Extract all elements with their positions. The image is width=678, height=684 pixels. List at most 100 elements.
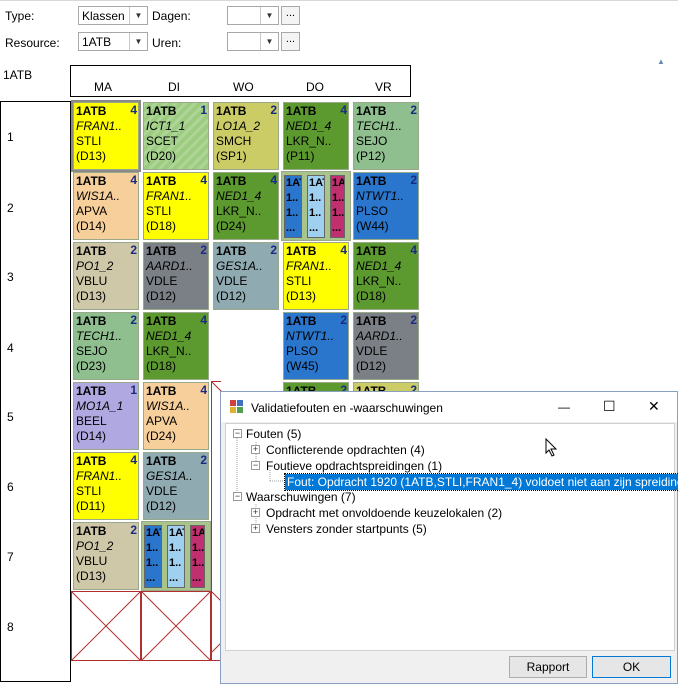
lesson-cell[interactable]: 1ATB 1 MO1A_1 BEEL (D14) [71, 381, 141, 451]
collapse-icon[interactable]: − [251, 460, 260, 470]
rapport-button[interactable]: Rapport [509, 656, 587, 678]
chevron-down-icon[interactable]: ▼ [129, 7, 147, 24]
uren-ellipsis-button[interactable]: ... [281, 32, 300, 51]
lesson-cell[interactable]: 1ATB 4 NED1_4 LKR_N.. (D24) [211, 171, 281, 241]
lesson-card[interactable]: 1ATB 2 NTWT1.. PLSO (W45) [283, 312, 349, 380]
tree-node-fout-item[interactable]: Fout: Opdracht 1920 (1ATB,STLI,FRAN1_4) … [284, 473, 678, 491]
lesson-card[interactable]: 1ATB 1 ICT1_1 SCET (D20) [143, 102, 209, 170]
collapse-icon[interactable]: − [233, 428, 242, 438]
expand-icon[interactable]: + [251, 507, 260, 517]
split-lesson-part[interactable]: 1ATB 1.. 1..... [330, 175, 345, 238]
lesson-card[interactable]: 1ATB 4 WIS1A.. APVA (D24) [143, 382, 209, 450]
minimize-icon[interactable]: — [558, 400, 570, 414]
lesson-card[interactable]: 1ATB 4 NED1_4 LKR_N.. (D18) [143, 312, 209, 380]
tree-node-foutieve[interactable]: Foutieve opdrachtspreidingen (1) [266, 459, 443, 473]
lesson-cell[interactable]: 1ATB 4 FRAN1.. STLI (D13) [71, 100, 141, 172]
lesson-cell[interactable]: 1ATB 2 PO1_2 VBLU (D13) [71, 241, 141, 311]
tree-node-fouten[interactable]: Fouten (5) [246, 427, 302, 441]
lesson-card[interactable]: 1ATB 2 [353, 382, 419, 391]
tree-node-vensters[interactable]: Vensters zonder startpunts (5) [266, 522, 427, 536]
lesson-card[interactable]: 1ATB 1 MO1A_1 BEEL (D14) [73, 382, 139, 450]
split-lesson-part[interactable]: 1ATB 1.. 1..... [284, 175, 302, 238]
lesson-cell[interactable]: 1ATB 4 NED1_4 LKR_N.. (D18) [141, 311, 211, 381]
lesson-count: 2 [340, 313, 347, 327]
lesson-cell[interactable]: 1ATB 2 TECH1.. SEJO (D23) [71, 311, 141, 381]
dagen-ellipsis-button[interactable]: ... [281, 6, 300, 25]
split-lesson-cell[interactable]: 1ATB 1.. 1..... 1ATB 1.. 1..... 1ATB 1.. 1..... [141, 521, 211, 591]
lesson-card[interactable]: 1ATB 2 PO1_2 VBLU (D13) [73, 522, 139, 590]
lesson-card[interactable]: 1ATB 2 [283, 382, 349, 391]
split-lesson-part[interactable]: 1ATB 1.. 1..... [190, 525, 205, 588]
lesson-teacher: VDLE [356, 344, 388, 358]
lesson-cell[interactable]: 1ATB 4 WIS1A.. APVA (D24) [141, 381, 211, 451]
split-lesson-text: 1ATB [192, 527, 205, 539]
uren-combo[interactable]: ▼ [227, 32, 279, 51]
lesson-cell[interactable]: 1ATB 4 FRAN1.. STLI (D18) [141, 171, 211, 241]
lesson-card[interactable]: 1ATB 4 NED1_4 LKR_N.. (P11) [283, 102, 349, 170]
tree-node-conflict[interactable]: Conflicterende opdrachten (4) [266, 443, 425, 457]
dialog-titlebar[interactable]: Validatiefouten en -waarschuwingen — ☐ ✕ [221, 392, 677, 422]
lesson-cell[interactable]: 1ATB 4 FRAN1.. STLI (D11) [71, 451, 141, 521]
lesson-course: GES1A.. [216, 259, 263, 273]
lesson-cell[interactable]: 1ATB 1 ICT1_1 SCET (D20) [141, 101, 211, 171]
lesson-cell[interactable]: 1ATB 4 WIS1A.. APVA (D14) [71, 171, 141, 241]
lesson-card[interactable]: 1ATB 2 TECH1.. SEJO (P12) [353, 102, 419, 170]
lesson-card[interactable]: 1ATB 4 FRAN1.. STLI (D18) [143, 172, 209, 240]
split-lesson-part[interactable]: 1ATB 1.. 1..... [307, 175, 325, 238]
empty-slot[interactable] [141, 591, 211, 661]
lesson-card[interactable]: 1ATB 4 FRAN1.. STLI (D13) [283, 242, 349, 310]
lesson-card[interactable]: 1ATB 4 NED1_4 LKR_N.. (D18) [353, 242, 419, 310]
maximize-icon[interactable]: ☐ [603, 398, 616, 414]
lesson-cell[interactable]: 1ATB 4 FRAN1.. STLI (D13) [281, 241, 351, 311]
lesson-card[interactable]: 1ATB 4 NED1_4 LKR_N.. (D24) [213, 172, 279, 240]
lesson-cell[interactable]: 1ATB 4 NED1_4 LKR_N.. (D18) [351, 241, 421, 311]
lesson-card[interactable]: 1ATB 2 NTWT1.. PLSO (W44) [353, 172, 419, 240]
lesson-card[interactable]: 1ATB 2 GES1A.. VDLE (D12) [213, 242, 279, 310]
empty-slot[interactable] [71, 591, 141, 661]
lesson-cell[interactable]: 1ATB 2 [351, 381, 421, 391]
split-lesson-text: ... [169, 572, 179, 584]
scroll-up-icon[interactable]: ▲ [657, 57, 665, 66]
lesson-card[interactable]: 1ATB 4 FRAN1.. STLI (D11) [73, 452, 139, 520]
resource-combo[interactable]: 1ATB ▼ [78, 32, 148, 51]
split-lesson-part[interactable]: 1ATB 1.. 1..... [144, 525, 162, 588]
lesson-card[interactable]: 1ATB 2 GES1A.. VDLE (D12) [143, 452, 209, 520]
lesson-course: AARD1.. [356, 329, 403, 343]
lesson-cell[interactable]: 1ATB 2 AARD1.. VDLE (D12) [141, 241, 211, 311]
expand-icon[interactable]: + [251, 444, 260, 454]
lesson-card[interactable]: 1ATB 2 AARD1.. VDLE (D12) [143, 242, 209, 310]
lesson-card[interactable]: 1ATB 2 TECH1.. SEJO (D23) [73, 312, 139, 380]
split-lesson-cell[interactable]: 1ATB 1.. 1..... 1ATB 1.. 1..... 1ATB 1.. 1..... [281, 171, 351, 241]
tree-node-keuzelokalen[interactable]: Opdracht met onvoldoende keuzelokalen (2… [266, 506, 503, 520]
lesson-cell[interactable]: 1ATB 2 [281, 381, 351, 391]
ok-button[interactable]: OK [592, 656, 671, 678]
lesson-cell[interactable]: 1ATB 2 NTWT1.. PLSO (W44) [351, 171, 421, 241]
lesson-cell[interactable]: 1ATB 2 LO1A_2 SMCH (SP1) [211, 101, 281, 171]
lesson-course: WIS1A.. [146, 399, 191, 413]
validation-tree[interactable]: − Fouten (5) + Conflicterende opdrachten… [225, 423, 678, 651]
lesson-cell[interactable]: 1ATB 2 TECH1.. SEJO (P12) [351, 101, 421, 171]
tree-node-waarschuwingen[interactable]: Waarschuwingen (7) [246, 490, 356, 504]
lesson-card[interactable]: 1ATB 4 WIS1A.. APVA (D14) [73, 172, 139, 240]
lesson-cell[interactable]: 1ATB 2 GES1A.. VDLE (D12) [211, 241, 281, 311]
lesson-cell[interactable]: 1ATB 4 NED1_4 LKR_N.. (P11) [281, 101, 351, 171]
lesson-count: 1 [130, 383, 137, 397]
split-lesson-part[interactable]: 1ATB 1.. 1..... [167, 525, 185, 588]
dagen-combo[interactable]: ▼ [227, 6, 279, 25]
lesson-cell[interactable]: 1ATB 2 GES1A.. VDLE (D12) [141, 451, 211, 521]
lesson-card[interactable]: 1ATB 2 LO1A_2 SMCH (SP1) [213, 102, 279, 170]
lesson-card[interactable]: 1ATB 2 AARD1.. VDLE (D12) [353, 312, 419, 380]
lesson-card[interactable]: 1ATB 2 PO1_2 VBLU (D13) [73, 242, 139, 310]
chevron-down-icon[interactable]: ▼ [260, 7, 278, 24]
lesson-cell[interactable]: 1ATB 2 PO1_2 VBLU (D13) [71, 521, 141, 591]
chevron-down-icon[interactable]: ▼ [260, 33, 278, 50]
lesson-count: 2 [200, 453, 207, 467]
lesson-cell[interactable]: 1ATB 2 AARD1.. VDLE (D12) [351, 311, 421, 381]
collapse-icon[interactable]: − [233, 491, 242, 501]
close-icon[interactable]: ✕ [648, 398, 660, 414]
expand-icon[interactable]: + [251, 523, 260, 533]
lesson-card[interactable]: 1ATB 4 FRAN1.. STLI (D13) [71, 100, 141, 172]
type-combo[interactable]: Klassen ▼ [78, 6, 148, 25]
lesson-cell[interactable]: 1ATB 2 NTWT1.. PLSO (W45) [281, 311, 351, 381]
chevron-down-icon[interactable]: ▼ [129, 33, 147, 50]
